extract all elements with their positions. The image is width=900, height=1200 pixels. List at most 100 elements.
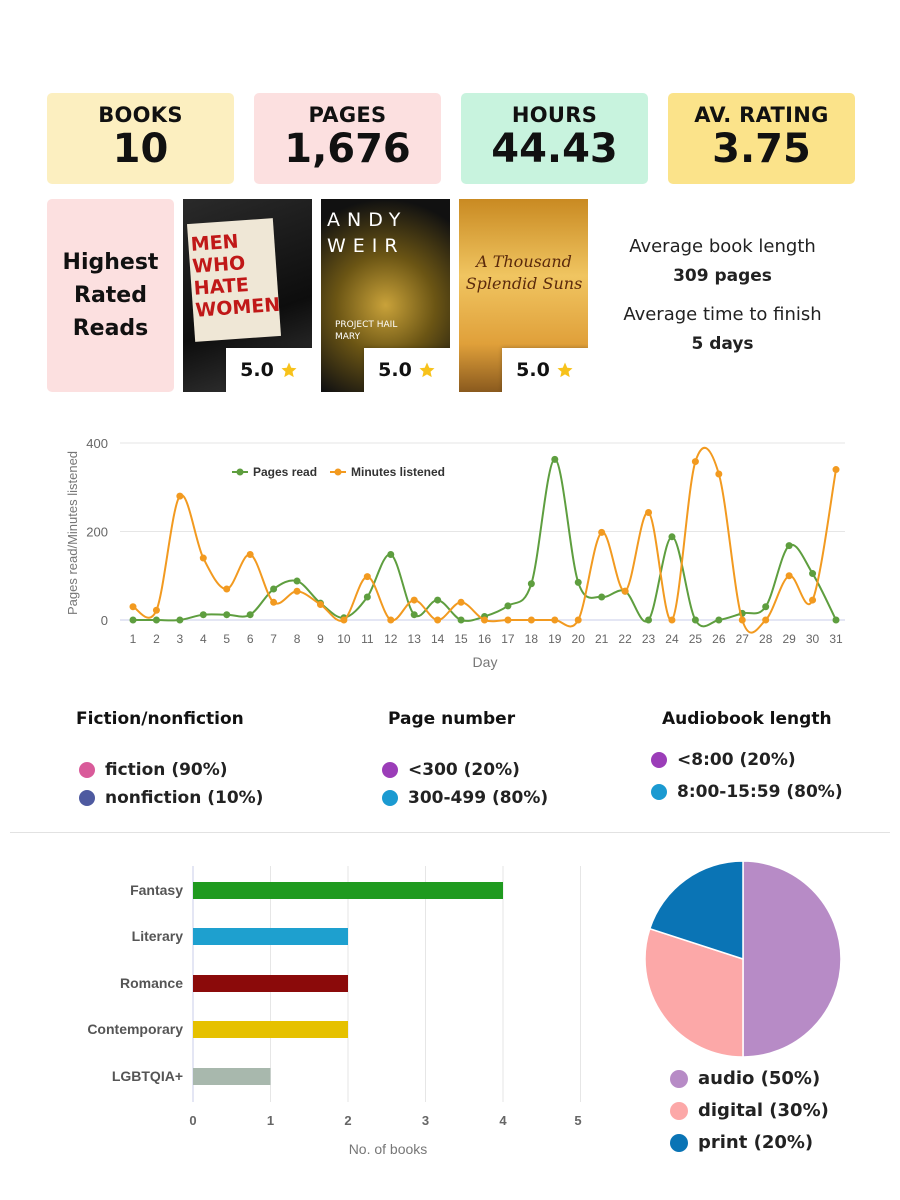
bar-category-label: LGBTQIA+ [112, 1068, 183, 1084]
bar-category-label: Contemporary [87, 1021, 183, 1037]
data-point [527, 616, 535, 624]
book-cover-3[interactable]: A Thousand Splendid Suns 5.0 [459, 199, 588, 392]
legend-dot [382, 762, 398, 778]
x-tick-label: 31 [829, 632, 843, 646]
data-point [785, 572, 793, 580]
star-icon [419, 362, 435, 378]
x-tick-label: 3 [177, 632, 184, 646]
x-tick-label: 12 [384, 632, 398, 646]
x-tick-label: 5 [223, 632, 230, 646]
stat-value: 10 [112, 126, 169, 172]
data-point [199, 611, 207, 619]
stat-label: AV. RATING [694, 103, 829, 127]
stat-value: 1,676 [284, 126, 411, 172]
avg-length-value: 309 pages [605, 265, 840, 286]
divider [10, 832, 890, 833]
x-axis-label: Day [473, 654, 498, 670]
cover-title: A Thousand Splendid Suns [465, 252, 583, 293]
pie-legend-item: digital (30%) [670, 1100, 829, 1121]
cover-subtitle: PROJECT HAIL MARY [335, 320, 398, 342]
legend-dot [651, 784, 667, 800]
bar-category-label: Fantasy [130, 882, 183, 898]
x-tick-label: 23 [642, 632, 656, 646]
data-point [809, 570, 817, 578]
x-tick-label: 28 [759, 632, 773, 646]
legend-label: <8:00 (20%) [677, 750, 796, 770]
x-tick-label: 29 [782, 632, 796, 646]
bar-category-label: Romance [120, 975, 183, 991]
legend-label: Pages read [253, 465, 317, 479]
data-point [293, 577, 301, 585]
data-point [598, 593, 606, 601]
data-point [832, 466, 840, 474]
x-tick-label: 30 [806, 632, 820, 646]
data-point [176, 616, 184, 624]
x-tick-label: 14 [431, 632, 445, 646]
pie-slice-print [648, 860, 744, 961]
legend-marker [334, 468, 342, 476]
avg-finish-value-text: 5 days [691, 334, 754, 354]
legend-label: digital (30%) [698, 1100, 829, 1121]
avg-length-label: Average book length [629, 236, 816, 257]
data-point [598, 528, 606, 536]
x-tick-label: 24 [665, 632, 679, 646]
x-tick-label: 8 [294, 632, 301, 646]
stat-card-hours: HOURS 44.43 [461, 93, 648, 184]
book-cover-2[interactable]: ANDY WEIR PROJECT HAIL MARY 5.0 [321, 199, 450, 392]
pie-slice-audio [742, 860, 842, 1058]
avg-length-value-text: 309 pages [673, 266, 772, 286]
rating-badge: 5.0 [364, 348, 450, 392]
x-tick-label: 27 [736, 632, 750, 646]
data-point [762, 603, 770, 611]
x-tick-label: 20 [572, 632, 586, 646]
data-point [152, 606, 160, 614]
legend-label: fiction (90%) [105, 760, 228, 780]
legend-item: 300-499 (80%) [382, 788, 548, 808]
x-tick-label: 10 [337, 632, 351, 646]
data-point [363, 593, 371, 601]
pie-legend-item: audio (50%) [670, 1068, 820, 1089]
book-cover-1[interactable]: MEN WHO HATE WOMEN 5.0 [183, 199, 312, 392]
legend-label: audio (50%) [698, 1068, 821, 1089]
x-tick-label: 17 [501, 632, 515, 646]
data-point [270, 585, 278, 593]
x-tick-label: 6 [247, 632, 254, 646]
data-point [223, 585, 231, 593]
data-point [785, 542, 793, 550]
x-tick-label: 26 [712, 632, 726, 646]
data-point [363, 573, 371, 581]
x-tick-label: 3 [422, 1113, 429, 1128]
legend-label: 8:00-15:59 (80%) [677, 782, 843, 802]
avg-finish-value: 5 days [605, 333, 840, 354]
data-point [738, 616, 746, 624]
data-point [434, 616, 442, 624]
stat-label: BOOKS [98, 103, 183, 127]
legend-dot [670, 1101, 688, 1120]
data-point [340, 616, 348, 624]
bar-contemporary [193, 1021, 348, 1038]
data-point [387, 551, 395, 559]
x-tick-label: 0 [189, 1113, 196, 1128]
x-tick-label: 15 [454, 632, 468, 646]
rating-badge: 5.0 [502, 348, 588, 392]
legend-label: print (20%) [698, 1132, 814, 1153]
star-icon [557, 362, 573, 378]
legend-label: Minutes listened [351, 465, 445, 479]
data-point [668, 533, 676, 541]
x-tick-label: 2 [153, 632, 160, 646]
rating-value: 5.0 [516, 359, 550, 381]
pie-legend-item: print (20%) [670, 1132, 813, 1153]
y-axis-label: Pages read/Minutes listened [65, 451, 80, 615]
star-icon [281, 362, 297, 378]
data-point [152, 616, 160, 624]
x-tick-label: 5 [574, 1113, 581, 1128]
pie-slice-digital [644, 927, 744, 1058]
x-tick-label: 7 [270, 632, 277, 646]
data-point [527, 580, 535, 588]
legend-item: <8:00 (20%) [651, 750, 796, 770]
legend-label: nonfiction (10%) [105, 788, 264, 808]
data-point [410, 596, 418, 604]
legend-dot [651, 752, 667, 768]
stat-label: HOURS [511, 103, 598, 127]
legend-dot [79, 762, 95, 778]
